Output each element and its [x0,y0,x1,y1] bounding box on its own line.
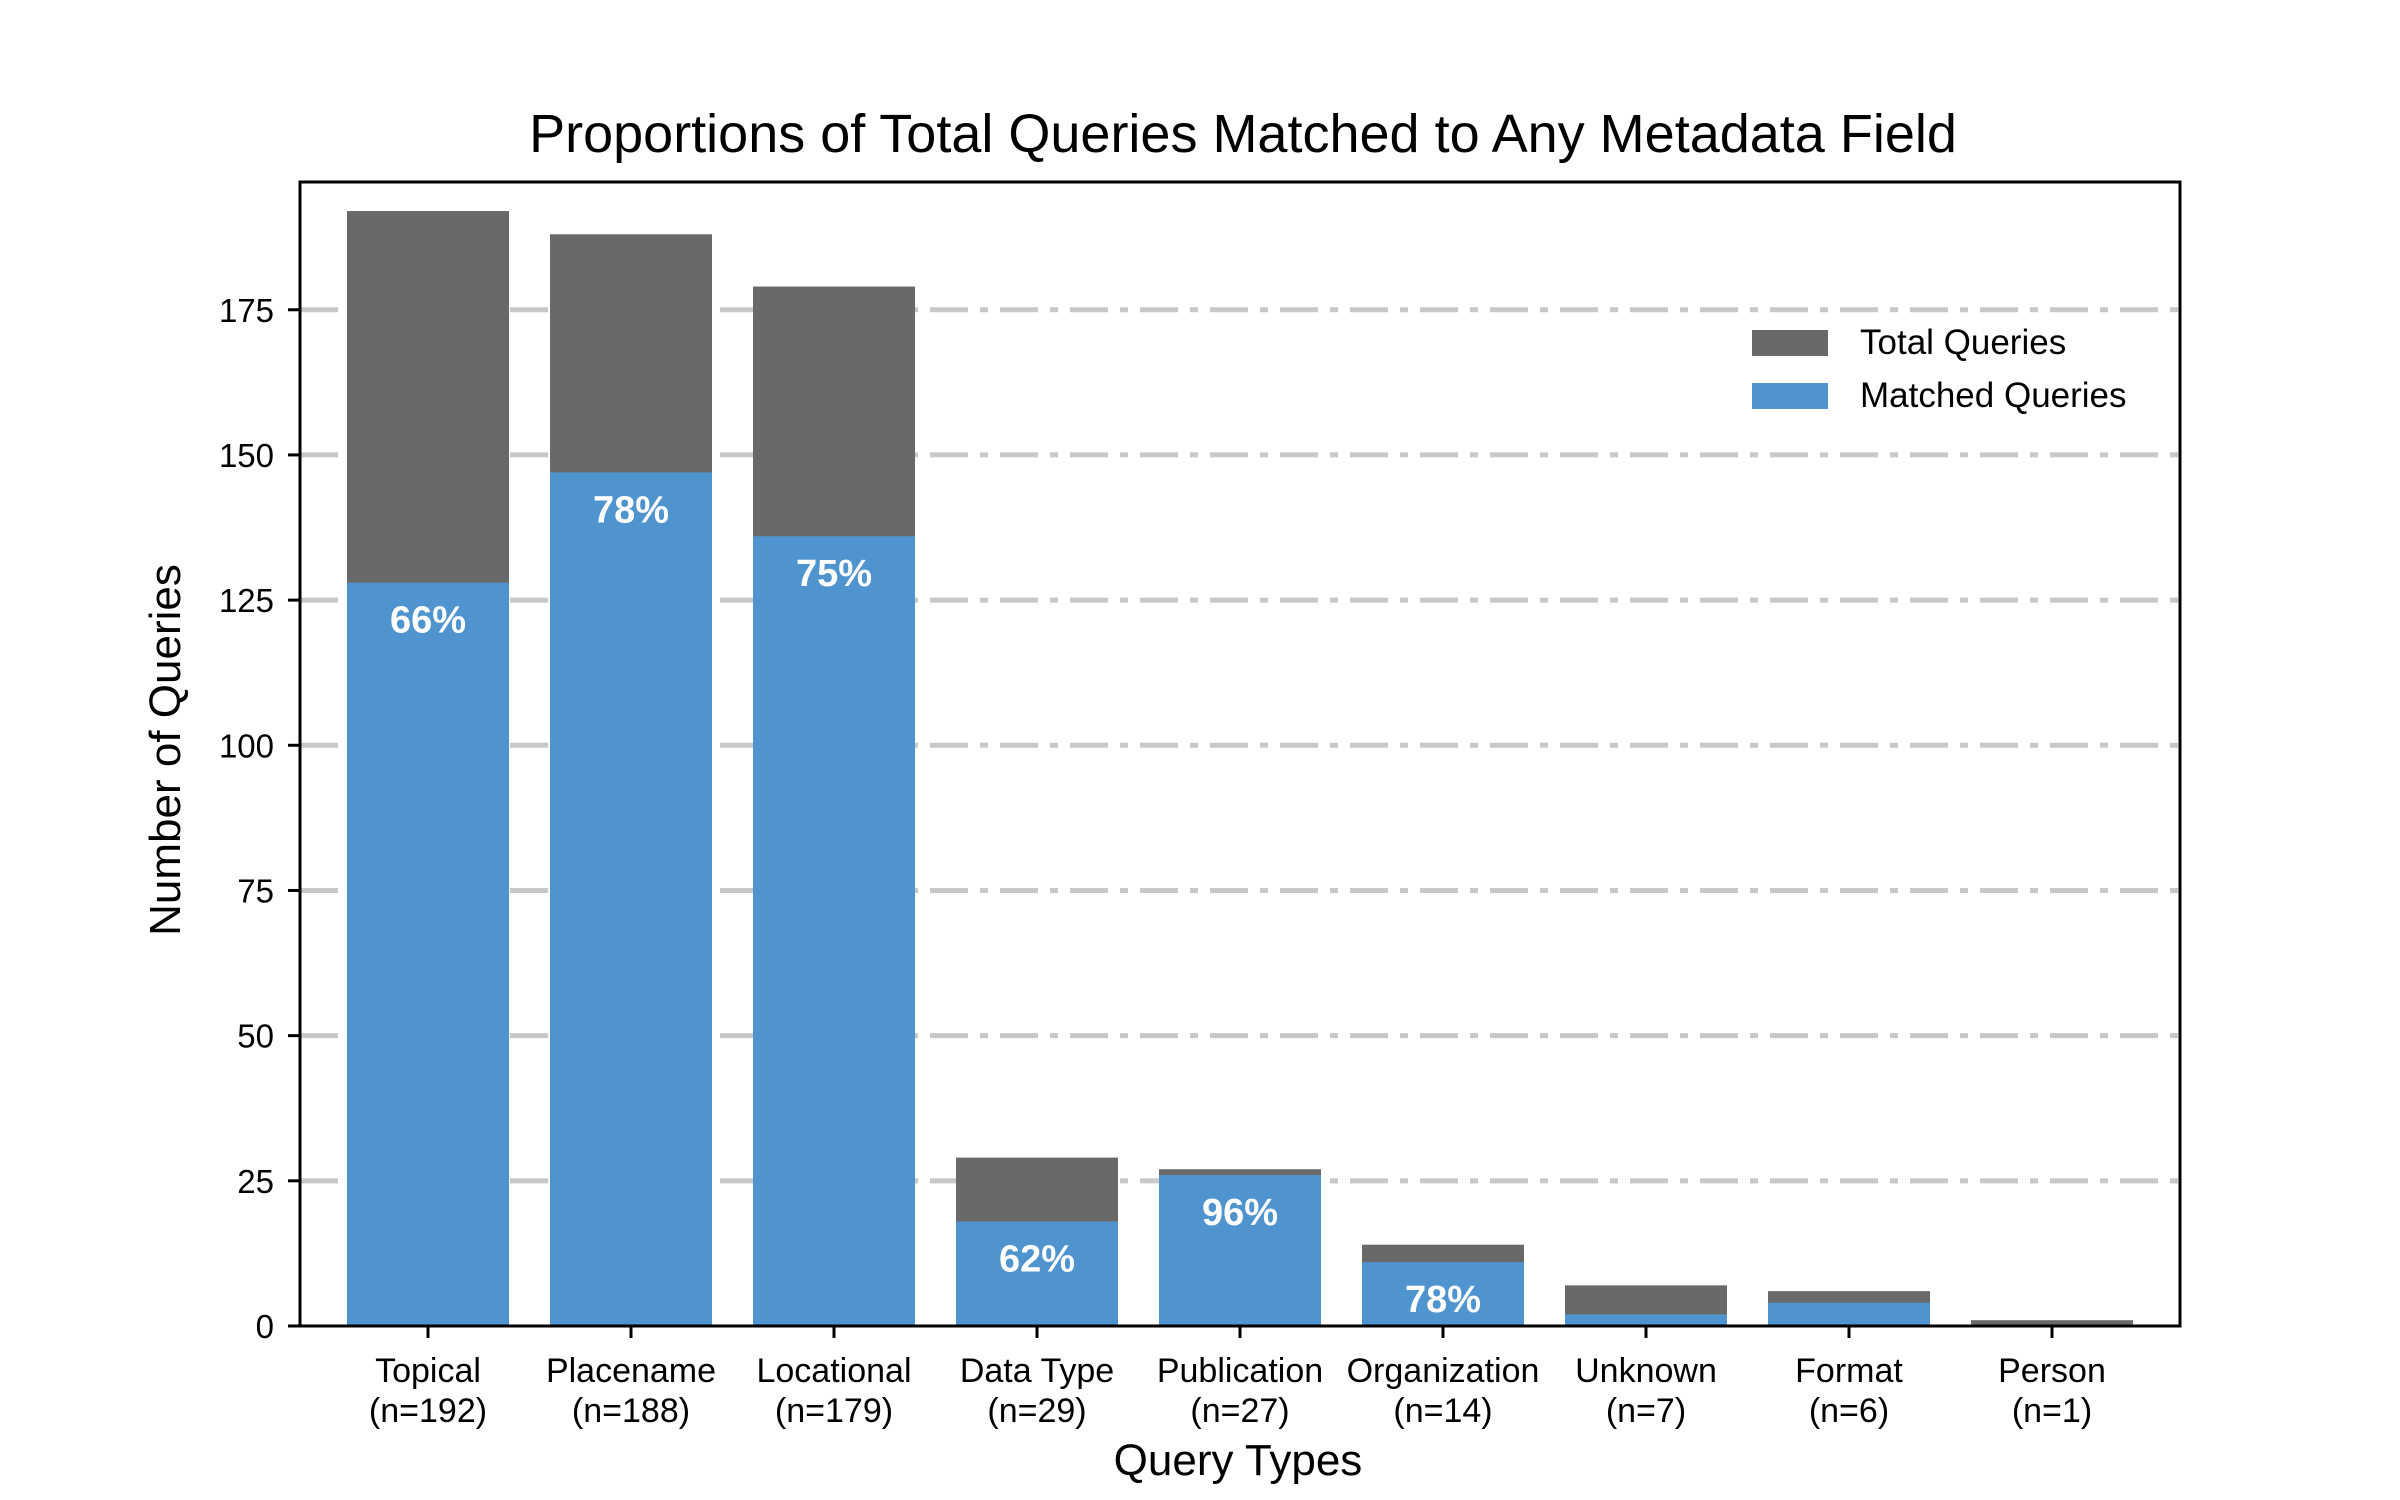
y-tick-label: 125 [219,582,274,619]
y-tick-label: 0 [256,1308,274,1345]
x-tick-label: Topical [375,1352,481,1390]
bar-percent-label: 66% [390,600,466,642]
x-tick-label: Organization [1347,1352,1540,1390]
y-tick-label: 100 [219,727,274,764]
bar-percent-label: 75% [796,553,872,595]
matched-queries-bar [550,472,712,1326]
y-axis: 0 25 50 75 100 125 150 175 [219,292,300,1345]
x-tick-count-label: (n=1) [2012,1392,2092,1430]
x-axis-label: Query Types [1114,1436,1363,1485]
x-axis: Topical(n=192) Placename(n=188) Locational… [369,1326,2106,1430]
legend: Total Queries Matched Queries [1752,323,2127,415]
x-tick-count-label: (n=192) [369,1392,487,1430]
x-tick-label: Publication [1157,1352,1323,1390]
matched-queries-bars [347,472,1930,1326]
matched-queries-bar [347,582,509,1326]
total-queries-bar [1971,1320,2133,1326]
bar-percent-label: 62% [999,1238,1075,1280]
x-tick-count-label: (n=179) [775,1392,893,1430]
y-tick-label: 150 [219,437,274,474]
bar-percent-label: 96% [1202,1192,1278,1234]
x-tick-count-label: (n=188) [572,1392,690,1430]
legend-swatch [1752,330,1828,356]
legend-label: Matched Queries [1860,376,2127,415]
x-tick-count-label: (n=29) [987,1392,1086,1430]
matched-queries-bar [1768,1302,1930,1326]
bar-percent-label: 78% [593,489,669,531]
chart-title: Proportions of Total Queries Matched to … [529,104,1957,164]
y-tick-label: 50 [237,1018,274,1055]
y-axis-label: Number of Queries [141,564,190,936]
bar-percent-label: 78% [1405,1279,1481,1321]
x-tick-label: Locational [756,1352,911,1390]
matched-queries-bar [753,536,915,1326]
x-tick-count-label: (n=7) [1606,1392,1686,1430]
x-tick-count-label: (n=14) [1393,1392,1492,1430]
matched-queries-bar [1159,1175,1321,1326]
x-tick-label: Placename [546,1352,716,1390]
matched-queries-bar [956,1221,1118,1326]
x-tick-label: Person [1998,1352,2106,1390]
matched-queries-bar [1362,1262,1524,1326]
data-labels: 66% 78% 75% 62% 96% 78% [390,489,1481,1321]
y-tick-label: 25 [237,1163,274,1200]
x-tick-label: Format [1795,1352,1903,1390]
x-tick-label: Data Type [960,1352,1114,1390]
legend-label: Total Queries [1860,323,2066,362]
y-tick-label: 175 [219,292,274,329]
y-tick-label: 75 [237,872,274,909]
legend-swatch [1752,383,1828,409]
x-tick-count-label: (n=6) [1809,1392,1889,1430]
x-tick-count-label: (n=27) [1190,1392,1289,1430]
x-tick-label: Unknown [1575,1352,1717,1390]
matched-queries-bar [1565,1314,1727,1326]
